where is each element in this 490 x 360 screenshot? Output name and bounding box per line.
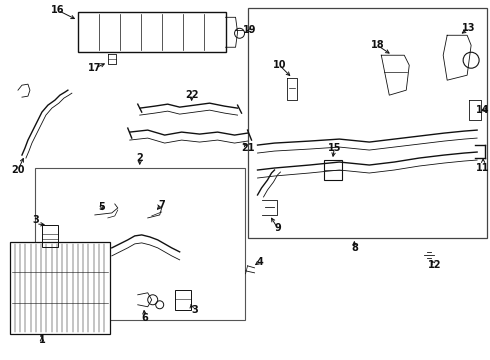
Bar [78, 12, 225, 52]
Text: 14: 14 [476, 105, 490, 115]
Text: 21: 21 [241, 143, 254, 153]
Text: 15: 15 [328, 143, 341, 153]
Text: 3: 3 [191, 305, 198, 315]
Text: 13: 13 [463, 23, 476, 33]
Bar [324, 160, 343, 180]
Text: 9: 9 [274, 223, 281, 233]
Text: 8: 8 [351, 243, 358, 253]
Text: 4: 4 [256, 257, 263, 267]
Text: 2: 2 [136, 153, 143, 163]
Text: 20: 20 [11, 165, 24, 175]
Bar [174, 290, 191, 310]
Bar [42, 225, 58, 247]
Text: 18: 18 [370, 40, 384, 50]
Text: 6: 6 [141, 313, 148, 323]
Text: 10: 10 [273, 60, 286, 70]
Bar [10, 242, 110, 334]
Text: 12: 12 [427, 260, 441, 270]
Text: 17: 17 [88, 63, 101, 73]
Text: 19: 19 [243, 25, 256, 35]
Text: 16: 16 [51, 5, 65, 15]
Text: 3: 3 [32, 215, 39, 225]
Text: 1: 1 [39, 335, 45, 345]
Text: 11: 11 [476, 163, 490, 173]
Bar [247, 8, 487, 238]
Text: 22: 22 [185, 90, 198, 100]
Text: 7: 7 [158, 200, 165, 210]
Text: 5: 5 [98, 202, 105, 212]
Bar [35, 168, 245, 320]
